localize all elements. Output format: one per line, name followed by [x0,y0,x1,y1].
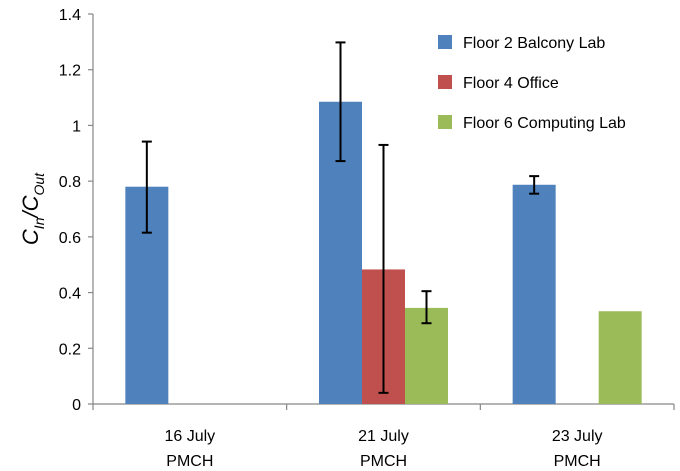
y-tick-label: 0.6 [59,230,81,247]
legend-item: Floor 6 Computing Lab [438,115,626,132]
bar [599,311,642,404]
category-label: 21 July [358,428,409,445]
legend-swatch [438,75,452,89]
legend-label: Floor 4 Office [463,75,559,92]
category-label: 16 July [164,428,215,445]
y-tick-label: 0.2 [59,341,81,358]
category-label: PMCH [554,453,601,470]
y-tick-label: 1.4 [59,7,81,24]
x-ticks [93,404,674,410]
category-label: 23 July [552,428,603,445]
category-label: PMCH [166,453,213,470]
legend-swatch [438,115,452,129]
y-tick-label: 0 [72,397,81,414]
legend-label: Floor 6 Computing Lab [463,115,626,132]
y-axis-label: CIn/COut [18,172,47,245]
legend-item: Floor 4 Office [438,75,559,92]
y-ticks: 0 0.2 0.4 0.6 0.8 1 1.2 1.4 [59,7,93,414]
legend: Floor 2 Balcony Lab Floor 4 Office Floor 6… [438,35,626,132]
bar [513,185,556,404]
y-tick-label: 1.2 [59,63,81,80]
category-label: PMCH [360,453,407,470]
y-tick-label: 0.8 [59,174,81,191]
legend-swatch [438,35,452,49]
legend-label: Floor 2 Balcony Lab [463,35,605,52]
y-tick-label: 0.4 [59,286,81,303]
y-tick-label: 1 [72,118,81,135]
category-labels: 16 July PMCH 21 July PMCH 23 July PMCH [164,428,602,470]
legend-item: Floor 2 Balcony Lab [438,35,605,52]
